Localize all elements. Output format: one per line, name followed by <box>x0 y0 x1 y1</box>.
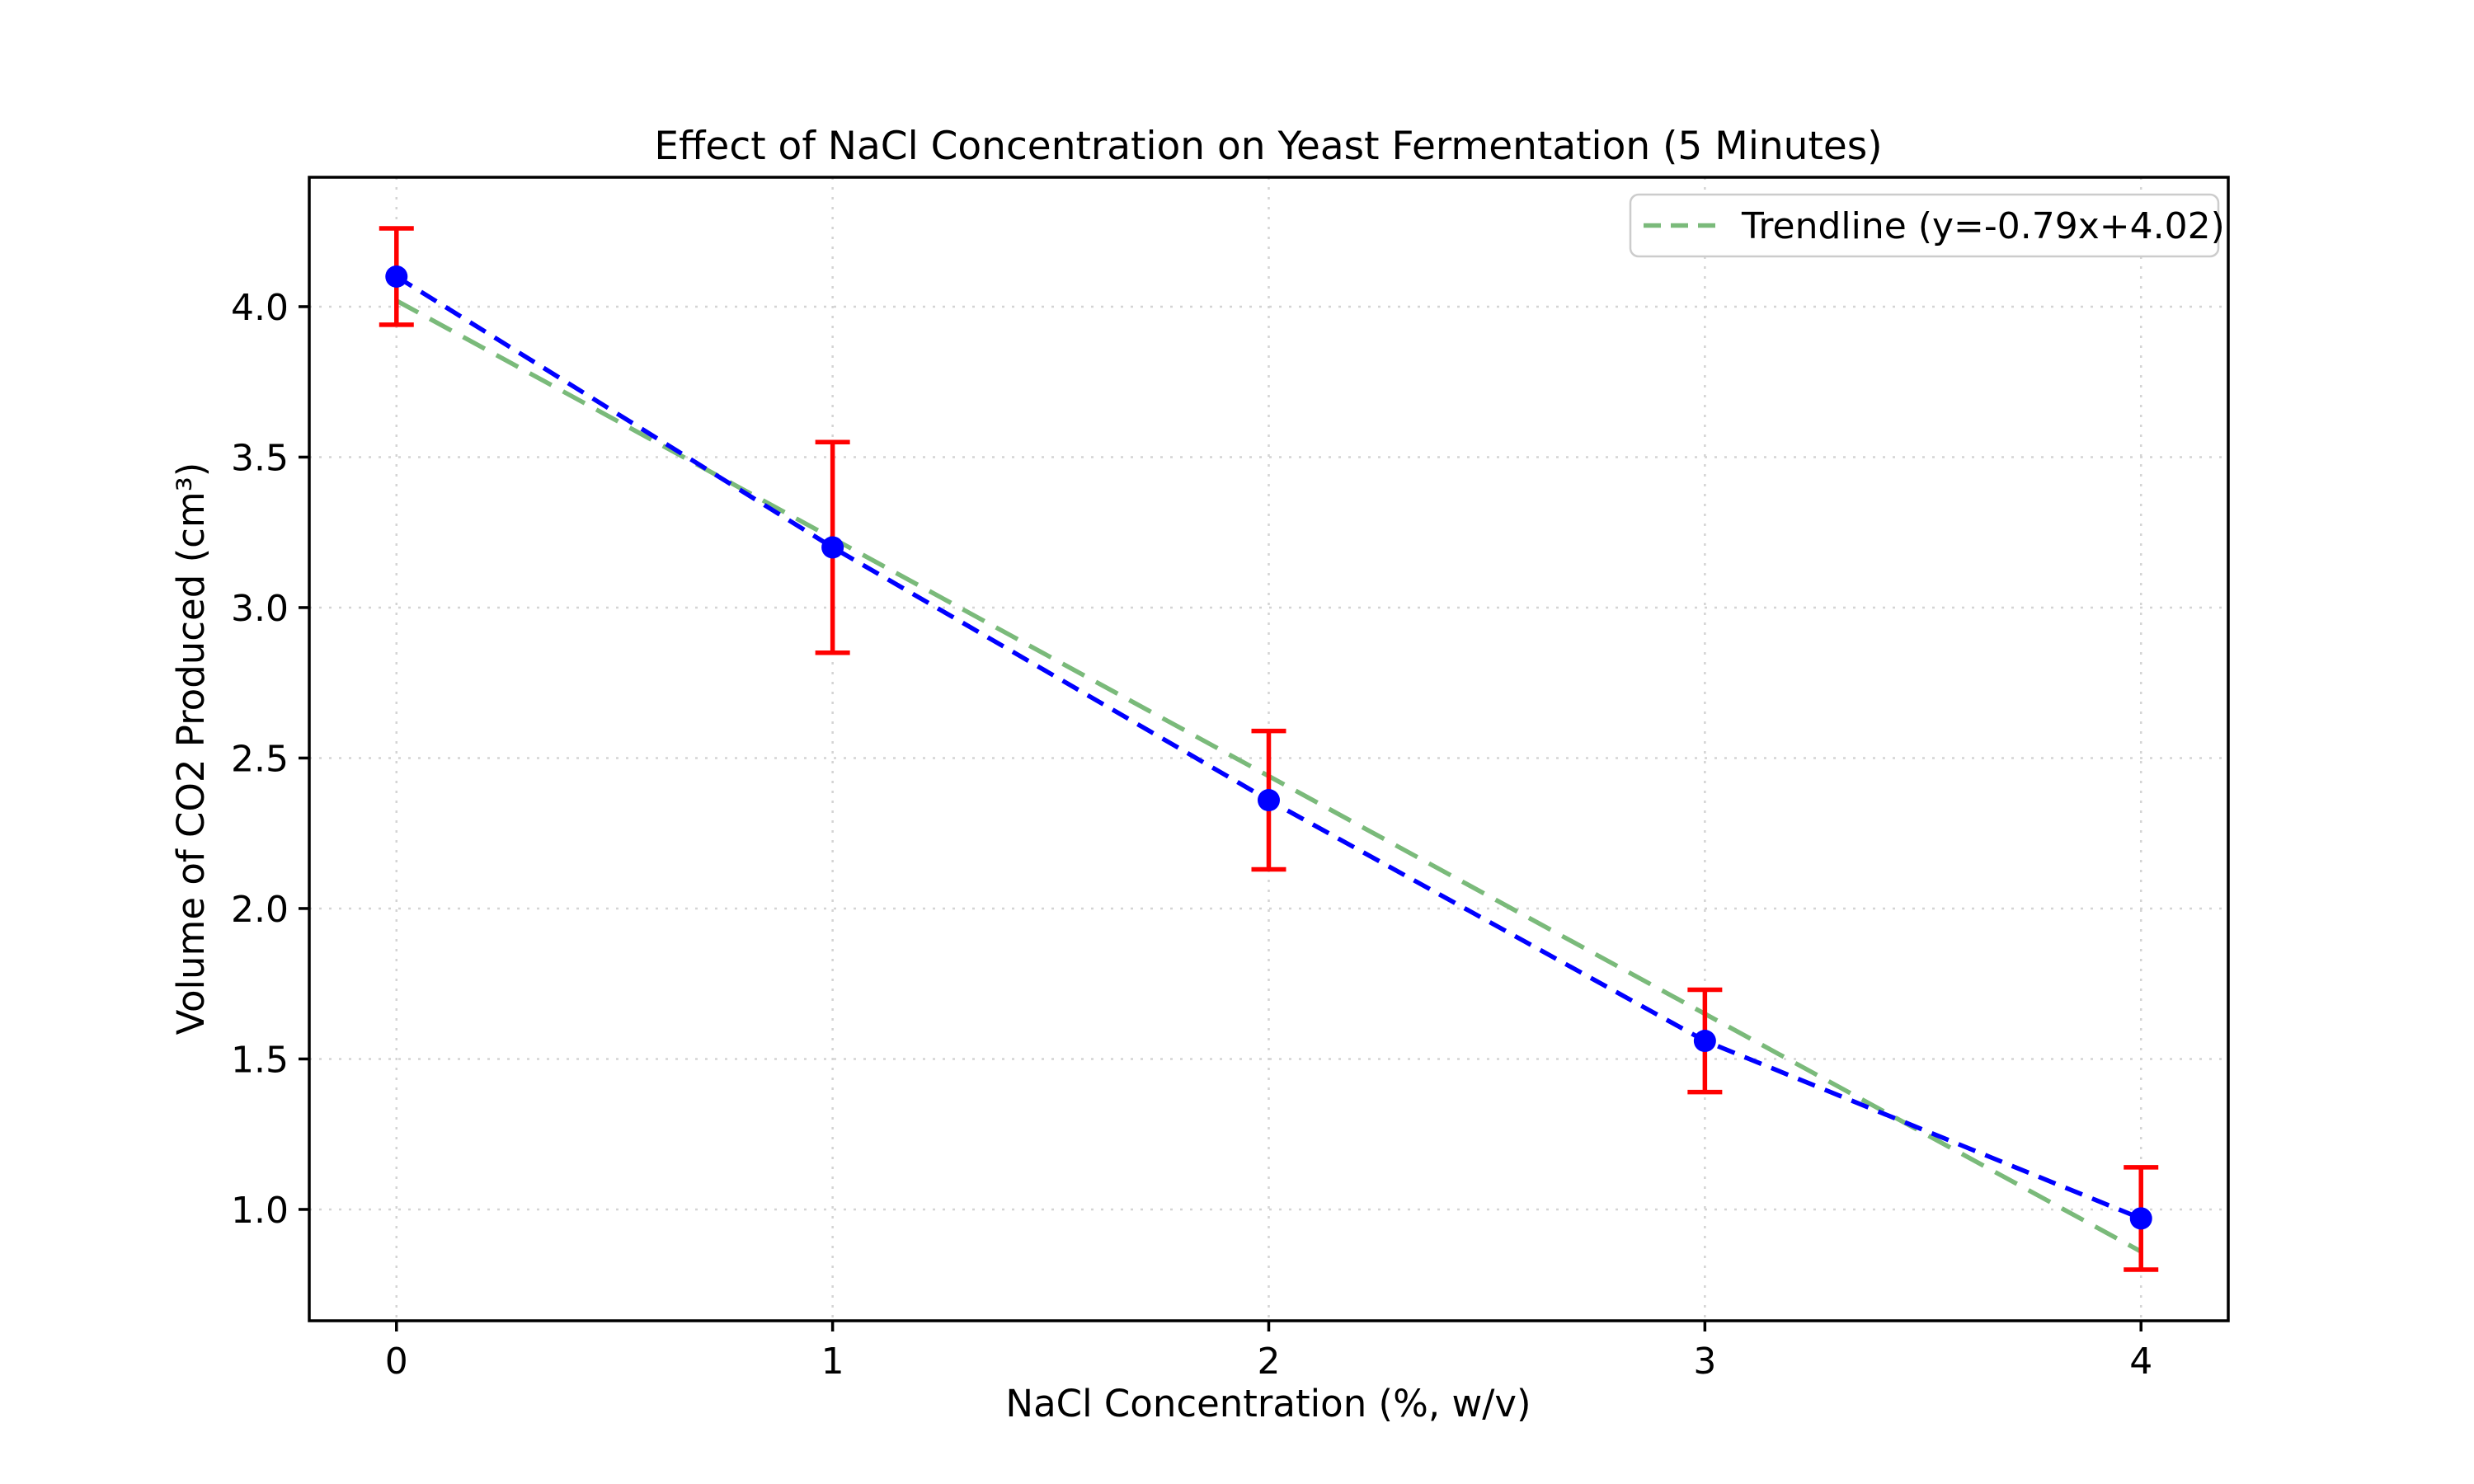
data-point-marker <box>2129 1207 2152 1230</box>
legend: Trendline (y=-0.79x+4.02) <box>1629 193 2225 258</box>
data-point-marker <box>385 265 408 288</box>
y-axis-label: Volume of CO2 Produced (cm³) <box>169 463 213 1036</box>
x-axis-label: NaCl Concentration (%, w/v) <box>1005 1382 1531 1425</box>
x-tick-label: 3 <box>1693 1341 1716 1383</box>
y-tick-label: 2.0 <box>231 889 289 931</box>
data-point-marker <box>1258 789 1280 812</box>
plot-area: 0 1 2 3 4 1.0 1.5 2.0 2.5 3.0 3.5 4.0 <box>231 176 2230 1383</box>
y-tick-label: 4.0 <box>231 287 289 329</box>
x-tick-label: 4 <box>2129 1341 2152 1383</box>
x-tick-label: 0 <box>385 1341 408 1383</box>
data-point-marker <box>821 536 844 559</box>
y-tick-label: 1.5 <box>231 1039 289 1081</box>
y-tick-label: 1.0 <box>231 1190 289 1232</box>
legend-box <box>1629 193 2220 258</box>
legend-label: Trendline (y=-0.79x+4.02) <box>1741 205 2225 247</box>
chart-title: Effect of NaCl Concentration on Yeast Fe… <box>654 124 1882 169</box>
x-tick-label: 1 <box>821 1341 844 1383</box>
y-tick-label: 2.5 <box>231 738 289 780</box>
x-tick-label: 2 <box>1258 1341 1281 1383</box>
y-tick-label: 3.0 <box>231 588 289 630</box>
y-tick-label: 3.5 <box>231 437 289 479</box>
data-point-marker <box>1693 1030 1716 1053</box>
